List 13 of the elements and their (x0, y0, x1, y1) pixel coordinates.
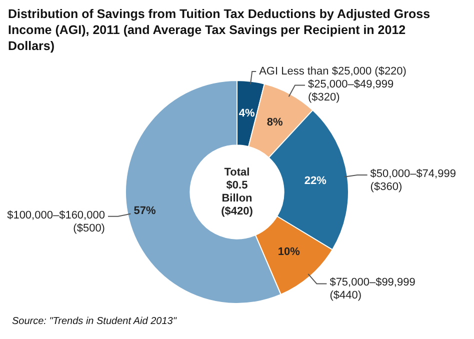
slice-label: $50,000–$74,999 ($360) (370, 168, 456, 194)
data-label: 57% (134, 204, 156, 217)
data-label: 8% (266, 116, 283, 128)
slice-label: $75,000–$99,999 ($440) (330, 276, 416, 302)
slice-label: AGI Less than $25,000 ($220) (259, 65, 406, 78)
data-label: 22% (304, 174, 327, 187)
data-label: 10% (278, 246, 300, 258)
source-note: Source: "Trends in Student Aid 2013" (11, 316, 178, 327)
text: Total $0.5 Billon ($420) (221, 166, 254, 218)
data-label: 4% (238, 107, 255, 120)
slice-label: $25,000–$49,999 ($320) (308, 78, 394, 104)
slice-label: $100,000–$160,000 ($500) (7, 209, 105, 234)
chart-title: Distribution of Savings from Tuition Tax Deductions by Adjusted Gross Income (AGI), 2011 (and Average Tax Savings per Recipient in 2012 Dollars) (7, 6, 432, 54)
